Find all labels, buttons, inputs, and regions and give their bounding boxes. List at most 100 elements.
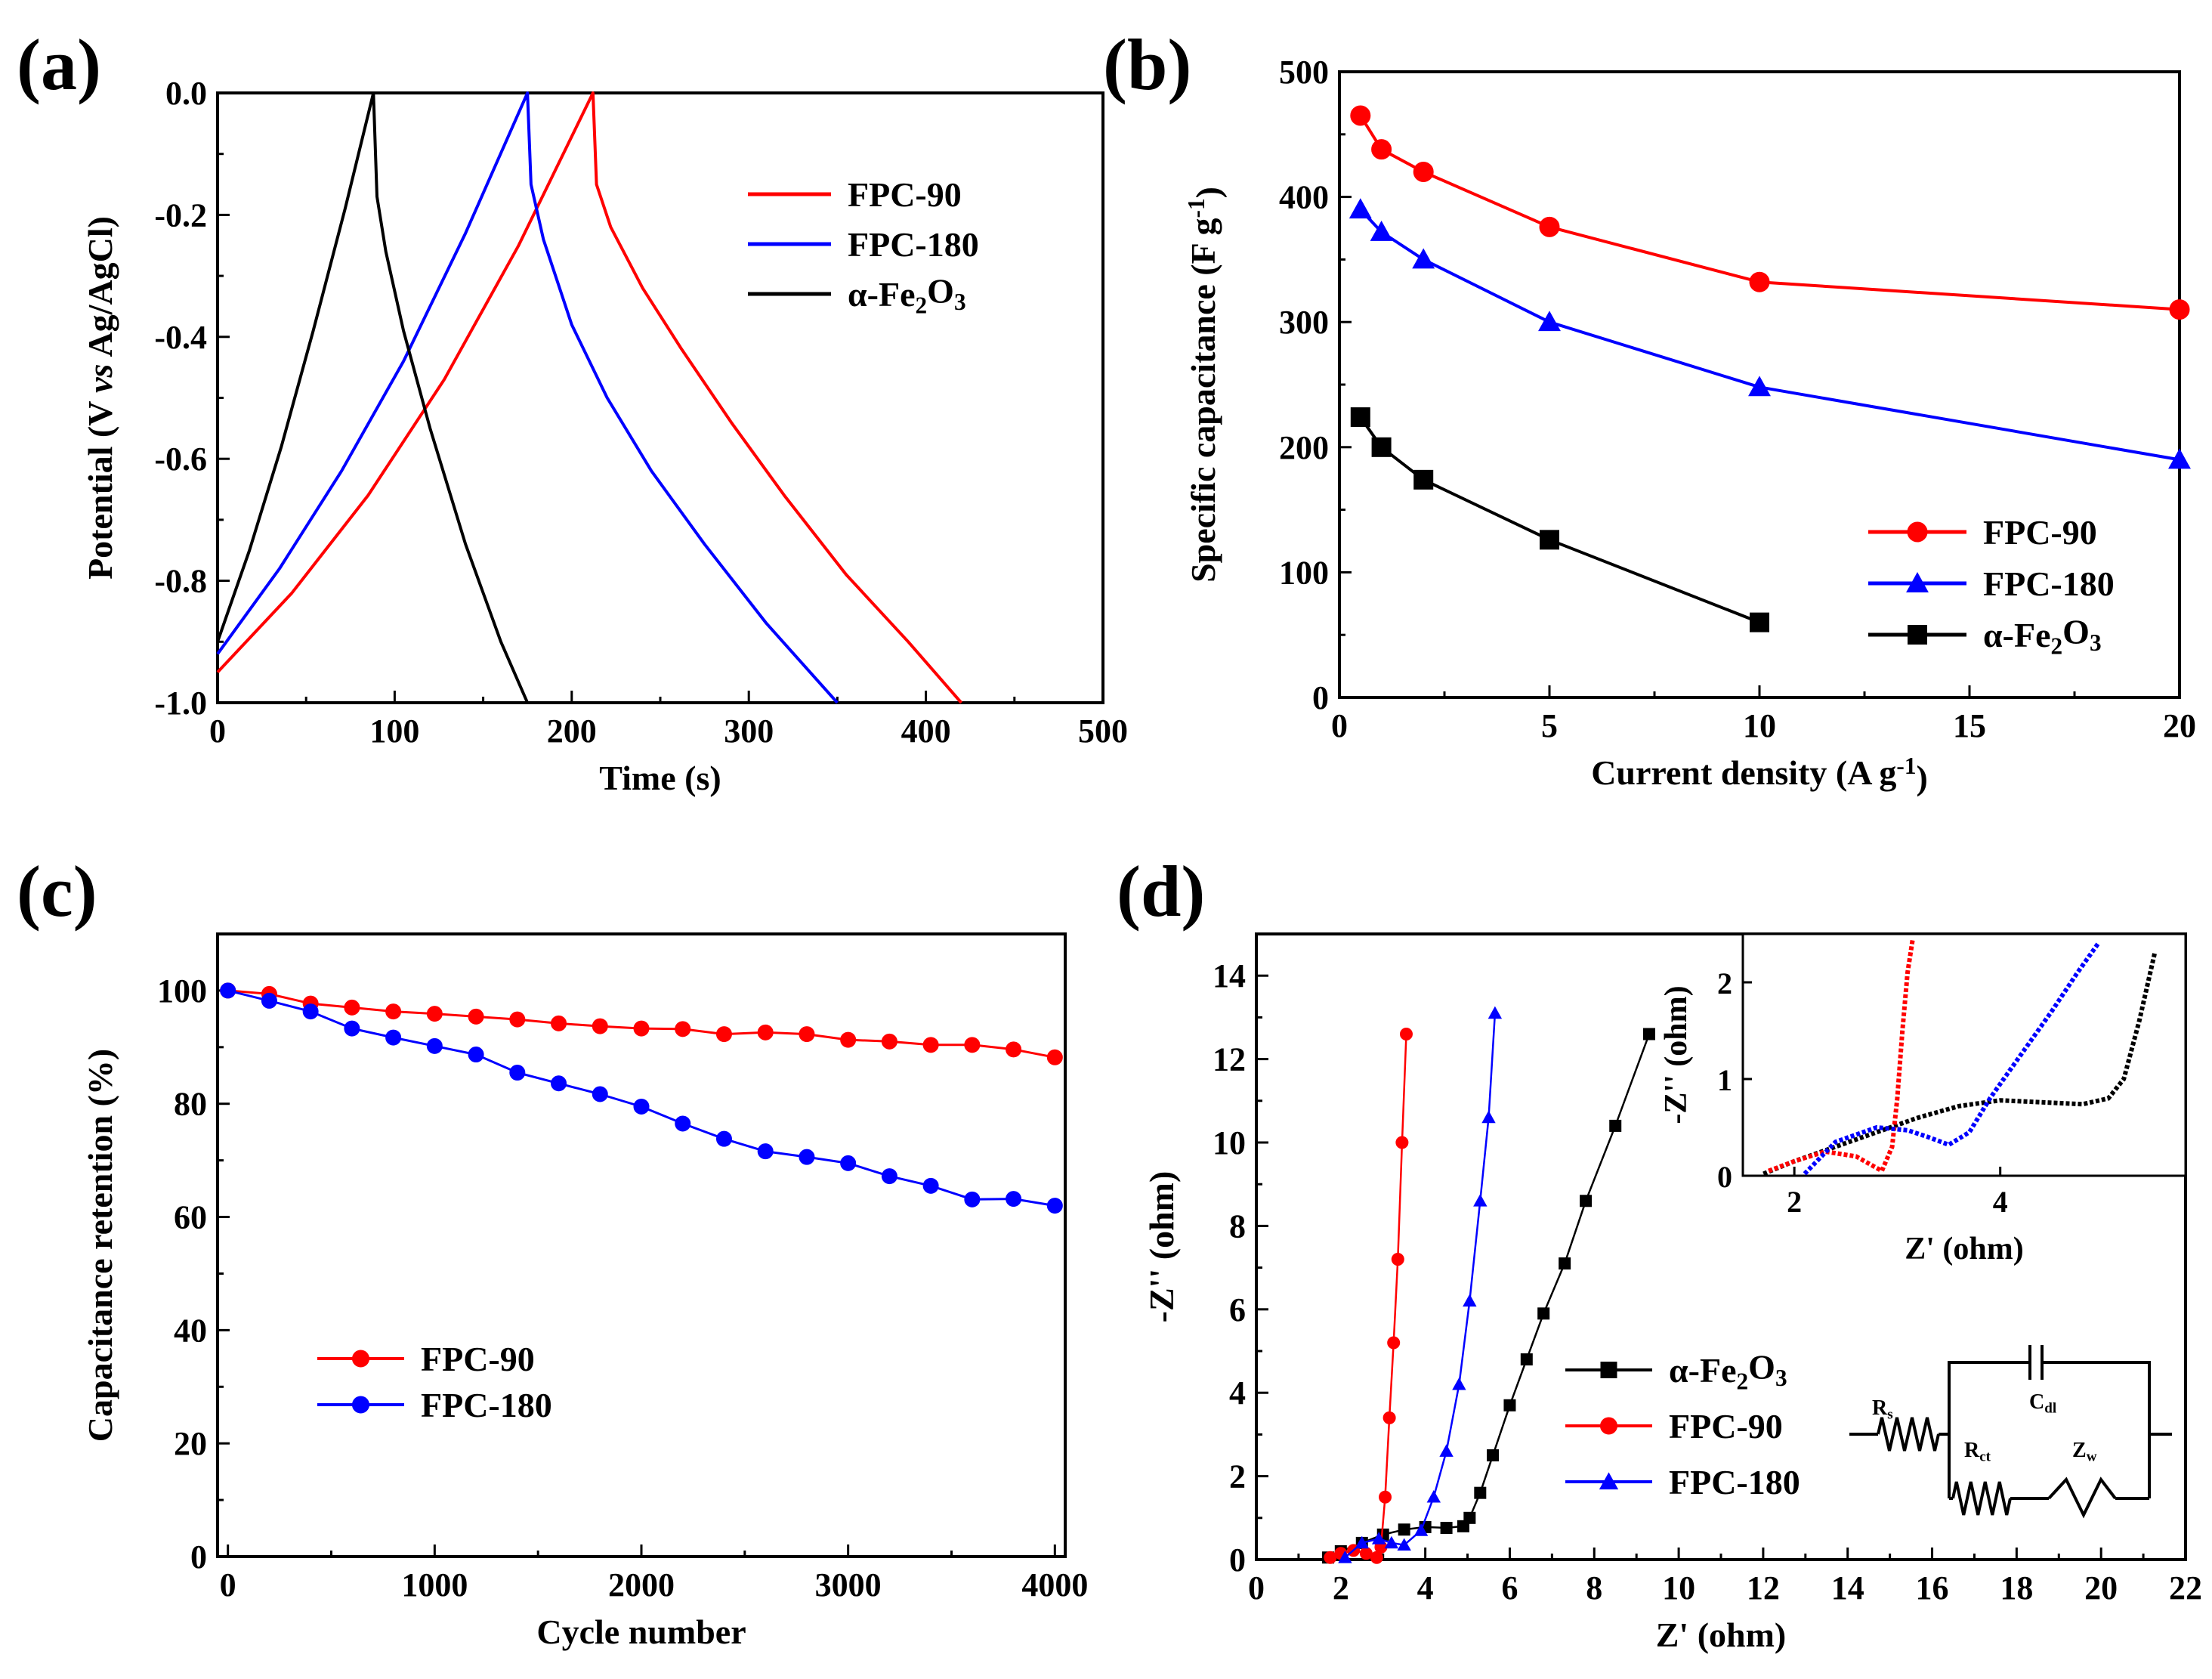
data-point [1370, 221, 1393, 241]
x-tick-label: 6 [1501, 1569, 1518, 1606]
data-point [757, 1024, 774, 1040]
circuit-label: Zw [2072, 1439, 2097, 1465]
data-point [551, 1075, 567, 1092]
plot-frame [1741, 932, 2187, 1177]
data-point [1538, 311, 1561, 332]
data-point [220, 982, 236, 999]
x-tick-label: 20 [2163, 707, 2196, 744]
data-point [1384, 1535, 1399, 1549]
y-tick-label: 10 [1213, 1124, 1246, 1161]
y-tick-label: 1 [1717, 1063, 1732, 1097]
legend-label: FPC-90 [1669, 1407, 1783, 1446]
series-line [216, 91, 839, 704]
data-point [1371, 437, 1392, 457]
panel-label: (a) [17, 24, 101, 105]
series-line [1359, 208, 2180, 462]
series-line [1330, 1034, 1407, 1559]
y-tick-label: 0 [1717, 1160, 1732, 1194]
data-point [1488, 1006, 1503, 1019]
data-point [1395, 1136, 1409, 1149]
y-tick-label: -0.6 [154, 441, 207, 478]
y-tick-label: 2 [1717, 966, 1732, 1000]
y-tick-label: 6 [1229, 1291, 1246, 1328]
data-point [1749, 271, 1770, 292]
y-tick-label: 12 [1213, 1041, 1246, 1078]
y-tick-label: 0 [1312, 679, 1329, 716]
legend-marker [1906, 572, 1929, 592]
data-point [1474, 1486, 1487, 1499]
data-point [551, 1015, 567, 1031]
y-tick-label: 80 [174, 1086, 207, 1123]
x-tick-label: 22 [2169, 1569, 2202, 1606]
x-tick-label: 4 [1417, 1569, 1434, 1606]
x-tick-label: 500 [1078, 713, 1128, 750]
data-point [1006, 1191, 1022, 1207]
x-axis-title: Cycle number [536, 1613, 746, 1651]
data-point [1046, 1049, 1063, 1065]
x-tick-label: 2000 [608, 1566, 675, 1603]
legend-label: FPC-180 [1669, 1463, 1800, 1501]
data-point [1537, 1307, 1550, 1320]
data-point [468, 1008, 484, 1025]
x-tick-label: 15 [1953, 707, 1986, 744]
data-point [1520, 1353, 1533, 1366]
data-point [1481, 1110, 1496, 1124]
data-point [344, 999, 360, 1016]
data-point [261, 992, 277, 1009]
data-point [2169, 299, 2190, 320]
legend-label: FPC-90 [421, 1340, 535, 1378]
y-tick-label: 60 [174, 1199, 207, 1236]
data-point [1487, 1449, 1500, 1461]
data-point [1413, 469, 1434, 490]
data-point [799, 1149, 815, 1165]
data-point [1413, 161, 1434, 182]
data-point [840, 1155, 857, 1171]
data-point [468, 1047, 484, 1063]
legend-marker [352, 1396, 369, 1414]
panel-label: (b) [1103, 24, 1191, 105]
y-tick-label: 0.0 [165, 75, 207, 112]
panel-label: (c) [17, 851, 97, 932]
circuit-label: Cdl [2029, 1390, 2056, 1417]
x-tick-label: 8 [1586, 1569, 1602, 1606]
x-tick-label: 300 [724, 713, 774, 750]
data-point [1379, 1490, 1392, 1504]
data-point [1426, 1490, 1441, 1503]
legend-label: α-Fe2O3 [848, 272, 966, 319]
inset-plot: 2 4 0 1 2 Z' (ohm) -Z'' (ohm) [1659, 932, 2187, 1266]
data-point [1355, 1535, 1369, 1549]
data-point [881, 1033, 897, 1050]
legend-label: FPC-90 [848, 175, 962, 214]
data-point [715, 1026, 732, 1043]
x-tick-label: 0 [220, 1566, 236, 1603]
x-tick-label: 4000 [1021, 1566, 1088, 1603]
data-point [1412, 248, 1435, 269]
y-axis-title: Potential (V vs Ag/AgCl) [81, 216, 119, 580]
y-tick-label: -0.2 [154, 196, 207, 233]
series-line [216, 91, 963, 704]
series-line [1344, 1013, 1497, 1559]
legend-label: FPC-180 [1983, 564, 2115, 603]
y-tick-label: 40 [174, 1312, 207, 1349]
data-point [1580, 1195, 1593, 1207]
inset-series-line [1762, 952, 2158, 1177]
y-tick-label: 14 [1213, 957, 1246, 994]
x-tick-label: 10 [1662, 1569, 1695, 1606]
legend-label: α-Fe2O3 [1983, 613, 2102, 660]
data-point [922, 1037, 939, 1053]
x-tick-label: 2 [1333, 1569, 1349, 1606]
y-tick-label: 400 [1279, 179, 1329, 216]
legend-marker [1908, 625, 1927, 645]
data-point [1397, 1538, 1411, 1551]
data-point [1503, 1399, 1516, 1412]
x-tick-label: 200 [547, 713, 597, 750]
series-line [216, 91, 530, 703]
data-point [344, 1020, 360, 1037]
data-point [1371, 139, 1392, 160]
data-point [302, 1003, 319, 1020]
wire-top-right [2042, 1361, 2151, 1498]
data-point [385, 1029, 402, 1046]
x-tick-label: 1000 [401, 1566, 468, 1603]
data-point [1382, 1411, 1396, 1424]
